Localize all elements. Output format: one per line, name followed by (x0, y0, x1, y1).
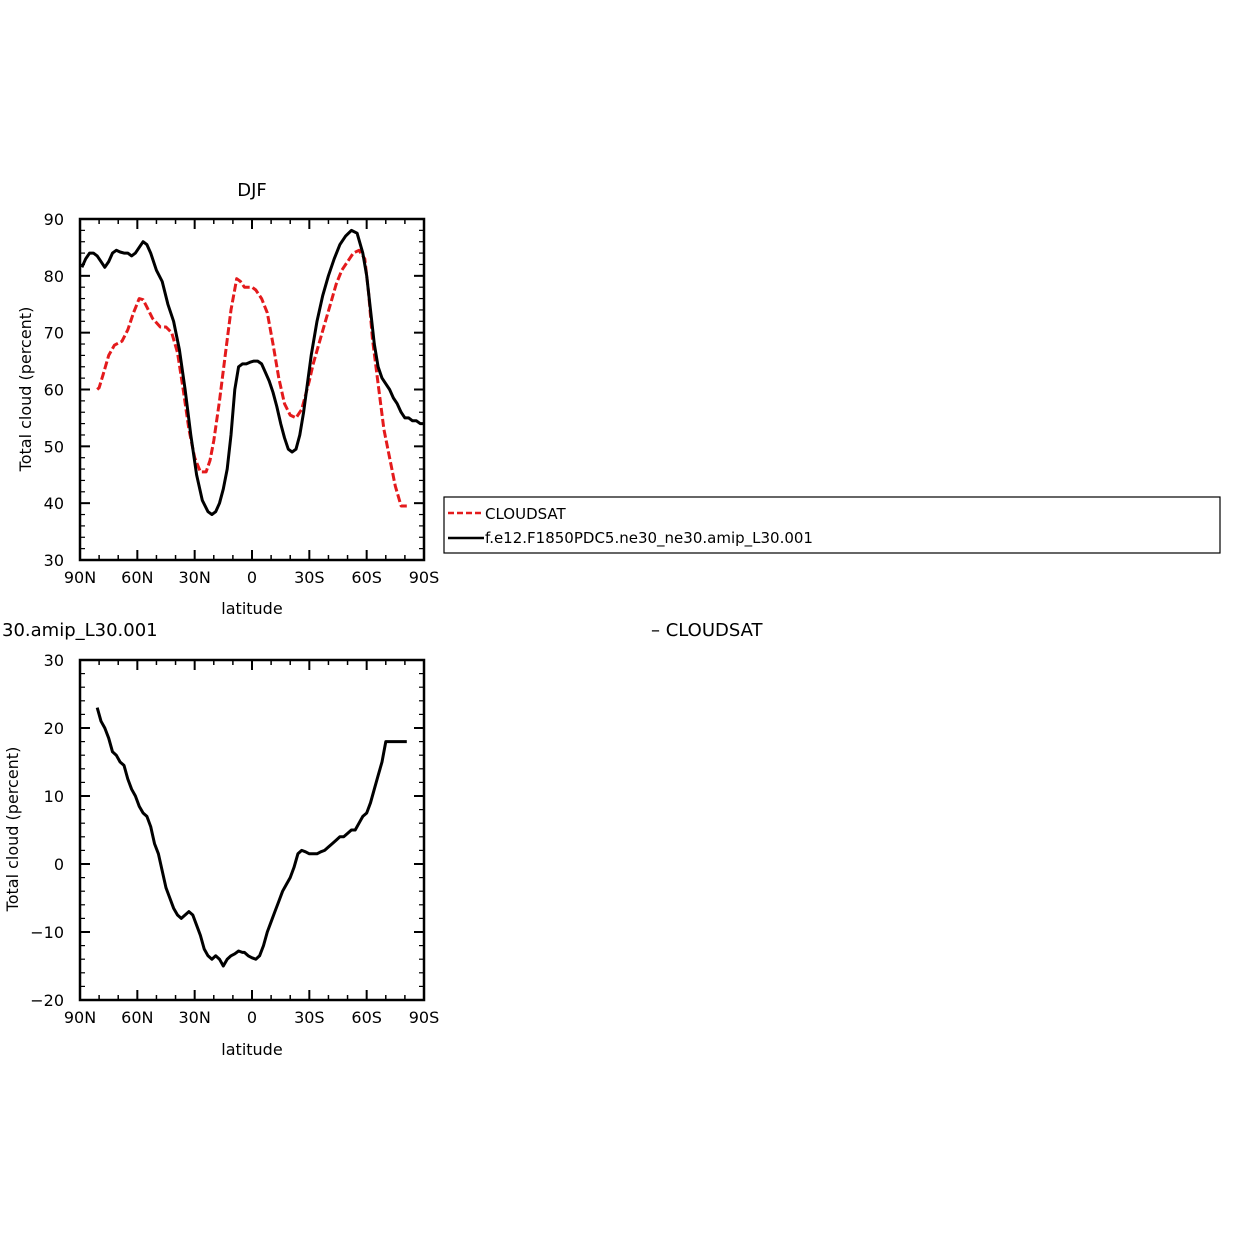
x-tick-label: 90S (409, 568, 440, 587)
x-tick-label: 30S (294, 1008, 325, 1027)
top-y-tick-labels: 30 40 50 60 70 80 90 (44, 210, 64, 570)
panel-djf: DJF 90N 60N 30N 0 30S 60S 90S 30 40 50 60 70 80 90 l… (16, 180, 439, 618)
x-tick-label: 60S (351, 1008, 382, 1027)
x-tick-label: 90N (64, 568, 96, 587)
legend: CLOUDSAT f.e12.F1850PDC5.ne30_ne30.amip_… (443, 496, 1221, 554)
legend-box (443, 496, 1221, 554)
y-tick-label: 0 (54, 855, 64, 874)
y-tick-label: 50 (44, 437, 64, 456)
series-line-1 (80, 228, 424, 516)
y-axis-label: Total cloud (percent) (16, 307, 35, 473)
y-tick-label: 90 (44, 210, 64, 229)
y-tick-label: 80 (44, 267, 64, 286)
top-x-tick-labels: 90N 60N 30N 0 30S 60S 90S (64, 568, 439, 587)
x-tick-label: 30N (179, 1008, 211, 1027)
top-plot-frame (78, 217, 426, 562)
bottom-plot-frame (78, 658, 426, 1002)
y-axis-label: Total cloud (percent) (3, 747, 22, 913)
x-tick-label: 30S (294, 568, 325, 587)
top-axis-ticks (79, 218, 425, 561)
chart-title: DJF (237, 180, 267, 201)
legend-label-cloudsat: CLOUDSAT (485, 505, 567, 523)
panel-difference: 30.amip_L30.001 – CLOUDSAT 90N 60N 30N 0 30S… (2, 620, 764, 1059)
top-series-lines (80, 228, 424, 516)
legend-label-model: f.e12.F1850PDC5.ne30_ne30.amip_L30.001 (485, 529, 813, 548)
x-tick-label: 60N (121, 1008, 153, 1027)
x-tick-label: 60S (351, 568, 382, 587)
chart-title-left: 30.amip_L30.001 (2, 620, 158, 641)
chart-title-right: – CLOUDSAT (651, 620, 764, 641)
bottom-series-lines (95, 707, 407, 968)
x-tick-label: 90N (64, 1008, 96, 1027)
series-line-0 (96, 248, 407, 508)
series-line-0 (95, 707, 407, 968)
y-tick-label: 70 (44, 324, 64, 343)
bottom-axis-ticks (79, 659, 425, 1001)
y-tick-label: 20 (44, 719, 64, 738)
x-tick-label: 90S (409, 1008, 440, 1027)
y-tick-label: −20 (30, 991, 64, 1010)
x-tick-label: 30N (179, 568, 211, 587)
x-tick-label: 60N (121, 568, 153, 587)
y-tick-label: 10 (44, 787, 64, 806)
bottom-x-tick-labels: 90N 60N 30N 0 30S 60S 90S (64, 1008, 439, 1027)
bottom-y-tick-labels: −20 −10 0 10 20 30 (30, 651, 64, 1010)
x-tick-label: 0 (247, 1008, 257, 1027)
x-axis-label: latitude (221, 599, 282, 618)
y-tick-label: 30 (44, 651, 64, 670)
y-tick-label: 30 (44, 551, 64, 570)
x-axis-label: latitude (221, 1040, 282, 1059)
x-tick-label: 0 (247, 568, 257, 587)
y-tick-label: −10 (30, 923, 64, 942)
y-tick-label: 40 (44, 494, 64, 513)
y-tick-label: 60 (44, 381, 64, 400)
